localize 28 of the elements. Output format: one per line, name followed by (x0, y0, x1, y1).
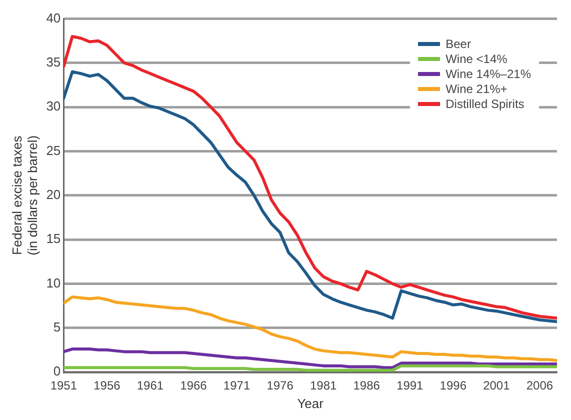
y-tick-label: 0 (53, 364, 61, 379)
y-tick-label: 20 (46, 186, 61, 202)
x-tick-label: 1986 (353, 378, 380, 393)
y-tick-label: 15 (46, 231, 61, 246)
legend-label: Wine 21%+ (446, 82, 508, 96)
y-tick-label: 30 (46, 98, 61, 114)
x-axis-title: Year (297, 396, 324, 411)
x-tick-label: 1991 (396, 378, 424, 393)
x-tick-label: 1951 (50, 378, 78, 393)
legend-label: Wine <14% (446, 52, 508, 66)
x-tick-label: 2001 (483, 378, 510, 393)
x-tick-label: 1956 (94, 378, 121, 393)
y-tick-label: 40 (46, 10, 61, 26)
legend-label: Wine 14%–21% (446, 66, 531, 80)
x-tick-label: 1971 (223, 378, 250, 393)
legend-label: Beer (446, 36, 471, 50)
x-tick-label: 1996 (440, 378, 467, 393)
x-tick-label: 1966 (180, 378, 208, 393)
y-tick-label: 5 (53, 319, 61, 334)
x-tick-label: 1981 (310, 378, 337, 393)
x-tick-label: 2006 (526, 378, 554, 393)
y-axis-title: Federal excise taxes (in dollars per barrel) (9, 135, 40, 256)
legend-label: Distilled Spirits (446, 96, 524, 110)
x-tick-label: 1976 (266, 378, 294, 393)
x-tick-label: 1961 (136, 378, 164, 393)
y-tick-label: 35 (46, 54, 61, 70)
y-tick-label: 10 (46, 275, 61, 290)
y-tick-label: 25 (46, 142, 61, 158)
